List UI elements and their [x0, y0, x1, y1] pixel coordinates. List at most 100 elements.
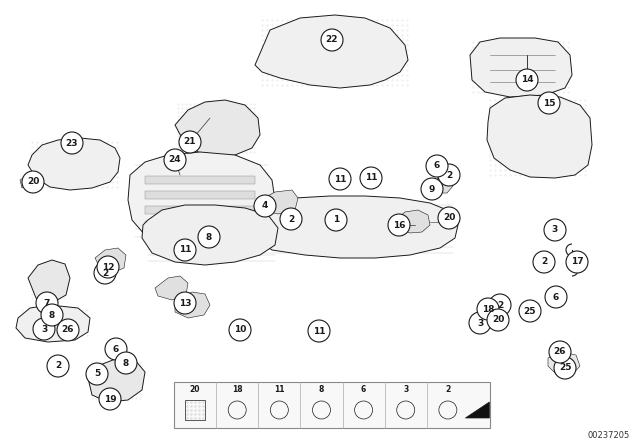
Circle shape [174, 239, 196, 261]
Text: 12: 12 [102, 263, 115, 271]
Text: 8: 8 [319, 385, 324, 395]
Polygon shape [175, 100, 260, 157]
Polygon shape [145, 221, 255, 229]
Polygon shape [16, 305, 90, 342]
Text: 25: 25 [559, 363, 572, 372]
Polygon shape [142, 205, 278, 265]
Text: 20: 20 [492, 315, 504, 324]
Text: 11: 11 [313, 327, 325, 336]
Circle shape [421, 178, 443, 200]
Polygon shape [95, 248, 126, 273]
Text: 24: 24 [169, 155, 181, 164]
Text: 20: 20 [27, 177, 39, 186]
Circle shape [477, 298, 499, 320]
Text: 11: 11 [179, 246, 191, 254]
Text: 11: 11 [333, 175, 346, 184]
Circle shape [164, 149, 186, 171]
Polygon shape [260, 190, 298, 214]
Circle shape [360, 167, 382, 189]
Circle shape [566, 251, 588, 273]
Text: 18: 18 [482, 305, 494, 314]
Circle shape [174, 292, 196, 314]
Circle shape [487, 309, 509, 331]
Circle shape [229, 319, 251, 341]
Text: 6: 6 [361, 385, 366, 395]
Text: 8: 8 [206, 233, 212, 241]
Circle shape [99, 388, 121, 410]
Polygon shape [555, 362, 575, 378]
Text: 10: 10 [234, 326, 246, 335]
Circle shape [41, 304, 63, 326]
Circle shape [549, 341, 571, 363]
Text: 18: 18 [232, 385, 243, 395]
Text: 11: 11 [365, 173, 377, 182]
Circle shape [280, 208, 302, 230]
Circle shape [533, 251, 555, 273]
Circle shape [97, 256, 119, 278]
Circle shape [105, 338, 127, 360]
Circle shape [325, 209, 347, 231]
Text: 2: 2 [497, 301, 503, 310]
Polygon shape [470, 38, 572, 97]
Circle shape [57, 319, 79, 341]
Circle shape [538, 92, 560, 114]
Polygon shape [548, 352, 580, 375]
Text: 4: 4 [262, 202, 268, 211]
Circle shape [321, 29, 343, 51]
Text: 7: 7 [44, 298, 50, 307]
Text: 11: 11 [274, 385, 285, 395]
Text: 16: 16 [393, 220, 405, 229]
Text: 26: 26 [61, 326, 74, 335]
Polygon shape [175, 292, 210, 318]
Text: 19: 19 [104, 395, 116, 404]
Circle shape [179, 131, 201, 153]
Text: 6: 6 [113, 345, 119, 353]
Bar [185, 400, 205, 420]
Polygon shape [28, 260, 70, 303]
Text: 3: 3 [403, 385, 408, 395]
Polygon shape [487, 95, 592, 178]
Polygon shape [255, 15, 408, 88]
Circle shape [469, 312, 491, 334]
Text: 14: 14 [521, 76, 533, 85]
Text: 8: 8 [49, 310, 55, 319]
Circle shape [329, 168, 351, 190]
Text: 20: 20 [443, 214, 455, 223]
Polygon shape [465, 402, 490, 418]
Text: 1: 1 [333, 215, 339, 224]
Text: 9: 9 [429, 185, 435, 194]
Polygon shape [395, 210, 430, 233]
Circle shape [33, 318, 55, 340]
Bar [174, 382, 490, 428]
Polygon shape [432, 175, 453, 193]
Text: 3: 3 [41, 324, 47, 333]
Text: 8: 8 [123, 358, 129, 367]
Text: 2: 2 [541, 258, 547, 267]
Circle shape [438, 164, 460, 186]
Text: 6: 6 [553, 293, 559, 302]
Circle shape [115, 352, 137, 374]
Circle shape [516, 69, 538, 91]
Circle shape [388, 214, 410, 236]
Circle shape [519, 300, 541, 322]
Circle shape [438, 207, 460, 229]
Text: 20: 20 [190, 385, 200, 395]
Polygon shape [28, 138, 120, 190]
Circle shape [254, 195, 276, 217]
Circle shape [545, 286, 567, 308]
Circle shape [489, 294, 511, 316]
Circle shape [86, 363, 108, 385]
Text: 13: 13 [179, 298, 191, 307]
Text: 2: 2 [288, 215, 294, 224]
Polygon shape [128, 152, 275, 248]
Polygon shape [250, 196, 458, 258]
Text: 2: 2 [55, 362, 61, 370]
Circle shape [426, 155, 448, 177]
Circle shape [554, 357, 576, 379]
Text: 2: 2 [445, 385, 451, 395]
Text: 6: 6 [434, 161, 440, 171]
Circle shape [308, 320, 330, 342]
Text: 00237205: 00237205 [588, 431, 630, 440]
Text: 2: 2 [446, 171, 452, 180]
Text: 5: 5 [94, 370, 100, 379]
